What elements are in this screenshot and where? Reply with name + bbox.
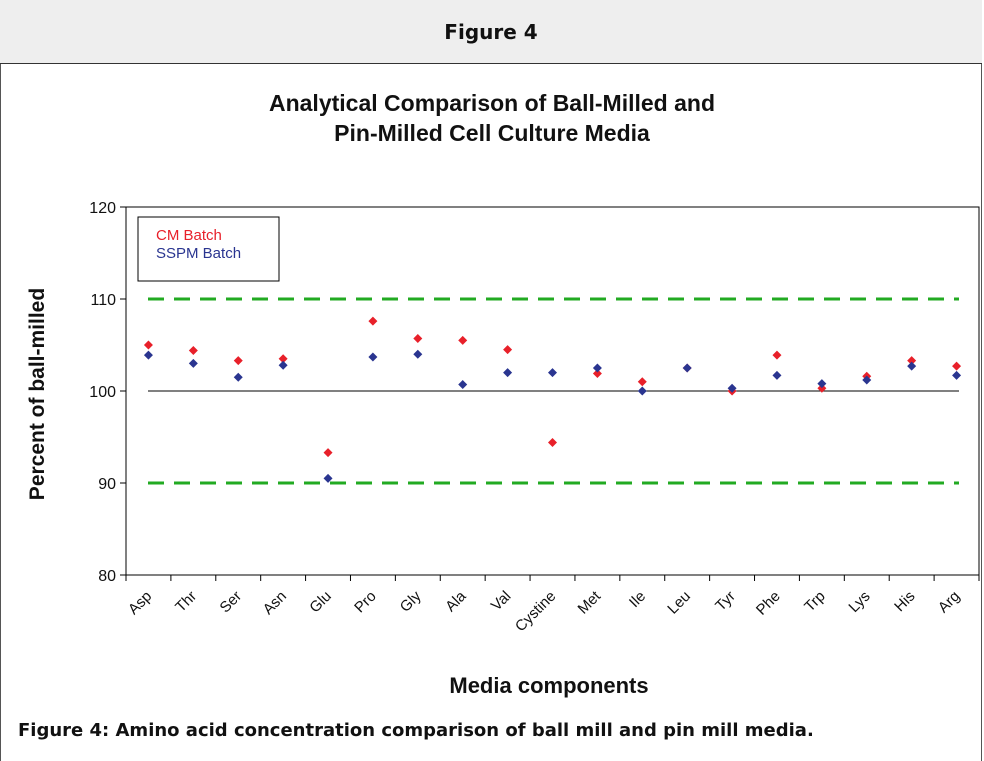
data-point: [458, 335, 468, 345]
data-point: [862, 375, 872, 385]
x-tick-label: Ala: [442, 587, 470, 615]
data-point: [368, 352, 378, 362]
x-tick-label: Lys: [845, 588, 873, 616]
x-tick-label: Arg: [935, 588, 964, 617]
data-point: [278, 360, 288, 370]
data-point: [682, 363, 692, 373]
chart-title: Analytical Comparison of Ball-Milled and…: [0, 88, 984, 148]
data-point: [907, 356, 917, 366]
x-tick-label: Asn: [260, 588, 290, 618]
x-tick-label: Leu: [664, 588, 694, 618]
x-tick-label: His: [891, 588, 918, 615]
x-tick-label: Asp: [125, 588, 155, 618]
data-point: [817, 379, 827, 389]
data-point: [188, 358, 198, 368]
figure-header-label: Figure 4: [444, 19, 538, 44]
data-point: [548, 368, 557, 378]
legend-entry: CM Batch: [156, 227, 222, 244]
legend-entry: SSPM Batch: [156, 245, 241, 262]
series-2: [143, 349, 962, 483]
x-tick-label: Ile: [626, 588, 649, 611]
data-point: [503, 368, 513, 378]
data-point: [188, 346, 198, 356]
data-point: [817, 383, 827, 393]
x-tick-label: Pro: [351, 588, 380, 617]
y-axis: 80 90 100 110 120: [89, 200, 126, 585]
data-point: [323, 473, 333, 483]
y-tick-label: 120: [89, 200, 116, 217]
y-tick-label: 110: [90, 292, 116, 309]
x-tick-label: Ser: [217, 588, 246, 617]
x-tick-label: Met: [575, 587, 605, 617]
data-point: [727, 383, 737, 393]
reference-lines: [148, 297, 959, 485]
data-point: [323, 448, 333, 458]
figure-caption: Figure 4: Amino acid concentration compa…: [18, 720, 814, 741]
data-point: [548, 438, 557, 448]
data-point: [592, 363, 602, 373]
data-points: [143, 316, 962, 483]
data-point: [772, 370, 782, 380]
data-point: [592, 369, 602, 379]
y-tick-label: 100: [89, 384, 116, 401]
chart-title-line-2: Pin-Milled Cell Culture Media: [334, 120, 650, 146]
data-point: [503, 345, 513, 355]
series-1: [143, 316, 962, 458]
x-tick-label: Val: [488, 588, 515, 615]
x-tick-label: Tyr: [712, 588, 739, 615]
x-tick-label: Phe: [753, 588, 784, 619]
y-tick-label: 80: [98, 568, 116, 585]
chart-title-line-1: Analytical Comparison of Ball-Milled and: [268, 90, 715, 116]
y-axis-title: Percent of ball-milled: [26, 288, 49, 500]
data-point: [637, 386, 647, 396]
x-axis-title: Media components: [449, 673, 648, 698]
data-point: [952, 361, 962, 371]
data-point: [637, 377, 647, 387]
x-tick-label: Glu: [306, 588, 335, 617]
data-point: [368, 316, 378, 326]
data-point: [458, 380, 468, 390]
legend-box: [137, 216, 280, 282]
x-tick-label: Gly: [397, 587, 425, 615]
x-tick-label: Cystine: [512, 588, 559, 635]
data-point: [413, 334, 423, 344]
data-point: [413, 349, 423, 359]
data-point: [233, 372, 243, 382]
x-tick-label: Thr: [172, 588, 200, 616]
figure-header: Figure 4: [0, 0, 982, 64]
data-point: [278, 354, 288, 364]
data-point: [772, 350, 782, 360]
data-point: [907, 361, 917, 371]
data-point: [143, 350, 153, 360]
data-point: [952, 370, 962, 380]
x-tick-label: Trp: [801, 588, 829, 616]
data-point: [143, 340, 153, 350]
y-tick-label: 90: [98, 476, 116, 493]
data-point: [233, 356, 243, 366]
